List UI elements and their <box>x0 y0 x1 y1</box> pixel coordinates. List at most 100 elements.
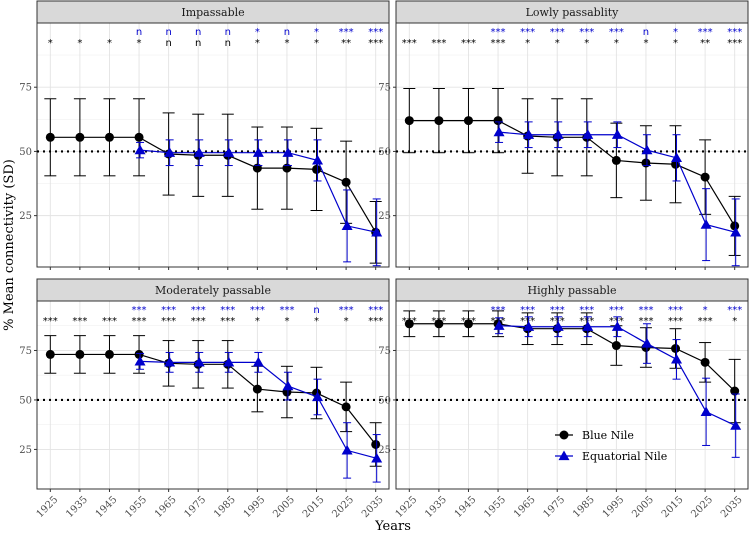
significance-label: *** <box>609 27 624 38</box>
significance-label: *** <box>220 305 235 316</box>
y-tick-label: 25 <box>378 445 391 456</box>
data-point-blue-nile <box>75 349 85 359</box>
significance-label: *** <box>550 305 565 316</box>
significance-label: *** <box>520 27 535 38</box>
significance-label: *** <box>431 38 446 49</box>
x-axis-title: Years <box>374 519 411 534</box>
data-point-blue-nile <box>730 386 740 396</box>
data-point-equatorial-nile <box>341 220 353 231</box>
x-tick-label: 1995 <box>242 494 268 520</box>
significance-label: *** <box>368 316 383 327</box>
data-point-blue-nile <box>282 163 292 173</box>
significance-label: *** <box>161 305 176 316</box>
data-point-blue-nile <box>611 341 621 351</box>
data-point-blue-nile <box>341 177 351 187</box>
significance-label: *** <box>132 305 147 316</box>
y-tick-label: 25 <box>19 211 32 222</box>
panel-border <box>36 22 390 268</box>
significance-label: *** <box>250 305 265 316</box>
data-point-blue-nile <box>45 132 55 142</box>
significance-label: * <box>48 38 53 49</box>
significance-label: *** <box>491 27 506 38</box>
y-tick-label: 50 <box>378 395 391 406</box>
data-point-equatorial-nile <box>611 129 623 139</box>
data-point-equatorial-nile <box>164 356 176 367</box>
data-point-equatorial-nile <box>582 129 594 139</box>
plot-area <box>37 23 389 267</box>
x-tick-label: 1975 <box>542 494 568 520</box>
data-point-blue-nile <box>641 158 651 168</box>
significance-label: * <box>255 27 260 38</box>
significance-label: * <box>555 38 560 49</box>
panel-border <box>395 22 749 268</box>
x-tick-label: 1935 <box>423 494 449 520</box>
x-tick-label: 1975 <box>183 494 209 520</box>
data-point-equatorial-nile <box>730 420 742 430</box>
panel-title: Lowly passablity <box>526 6 620 19</box>
significance-label: * <box>703 305 708 316</box>
data-point-equatorial-nile <box>700 406 712 416</box>
significance-label: * <box>525 38 530 49</box>
significance-label: n <box>165 27 171 38</box>
significance-label: *** <box>638 305 653 316</box>
significance-label: n <box>225 38 231 49</box>
x-tick-label: 2025 <box>330 494 356 520</box>
data-point-equatorial-nile <box>341 444 353 455</box>
significance-label: *** <box>698 316 713 327</box>
significance-label: *** <box>102 316 117 327</box>
data-point-blue-nile <box>134 349 144 359</box>
data-point-blue-nile <box>700 357 710 367</box>
significance-label: *** <box>609 316 624 327</box>
x-tick-label: 1965 <box>512 494 538 520</box>
significance-label: * <box>643 38 648 49</box>
data-point-equatorial-nile <box>523 129 535 139</box>
significance-label: n <box>136 27 142 38</box>
significance-label: *** <box>191 305 206 316</box>
significance-label: * <box>314 27 319 38</box>
significance-label: *** <box>402 38 417 49</box>
y-tick-label: 50 <box>378 147 391 158</box>
significance-label: *** <box>579 27 594 38</box>
significance-label: *** <box>668 305 683 316</box>
y-axis-title: % Mean connectivity (SD) <box>2 159 17 331</box>
significance-label: * <box>255 38 260 49</box>
data-point-equatorial-nile <box>671 353 683 364</box>
data-point-equatorial-nile <box>193 356 205 367</box>
data-point-blue-nile <box>493 116 503 126</box>
significance-label: *** <box>609 305 624 316</box>
significance-label: *** <box>220 316 235 327</box>
significance-label: *** <box>550 27 565 38</box>
panel-moderately-passable: Moderately passable 25 50 75 1925 1935 1945 195… <box>19 278 390 520</box>
significance-label: *** <box>43 316 58 327</box>
x-tick-label: 2005 <box>630 494 656 520</box>
data-point-equatorial-nile <box>493 320 505 330</box>
significance-label: * <box>77 38 82 49</box>
significance-label: * <box>673 38 678 49</box>
significance-label: * <box>732 316 737 327</box>
series-line <box>409 323 736 392</box>
y-tick-label: 75 <box>19 83 32 94</box>
legend-key-marker <box>558 450 570 461</box>
data-point-blue-nile <box>404 116 414 126</box>
data-point-equatorial-nile <box>671 152 683 162</box>
significance-label: n <box>284 27 290 38</box>
x-tick-label: 2035 <box>360 494 386 520</box>
significance-label: *** <box>727 38 742 49</box>
data-point-equatorial-nile <box>252 147 264 157</box>
significance-label: *** <box>161 316 176 327</box>
data-point-equatorial-nile <box>582 321 594 331</box>
x-tick-label: 2005 <box>271 494 297 520</box>
data-point-equatorial-nile <box>611 321 623 331</box>
series-line <box>50 136 377 233</box>
data-point-equatorial-nile <box>371 226 383 237</box>
significance-label: *** <box>461 38 476 49</box>
legend-label: Blue Nile <box>582 429 634 442</box>
data-point-equatorial-nile <box>223 147 235 157</box>
panel-title: Highly passable <box>528 284 617 297</box>
y-tick-label: 75 <box>378 346 391 357</box>
plot-area <box>37 301 389 489</box>
data-point-blue-nile <box>611 155 621 165</box>
data-point-blue-nile <box>312 164 322 174</box>
